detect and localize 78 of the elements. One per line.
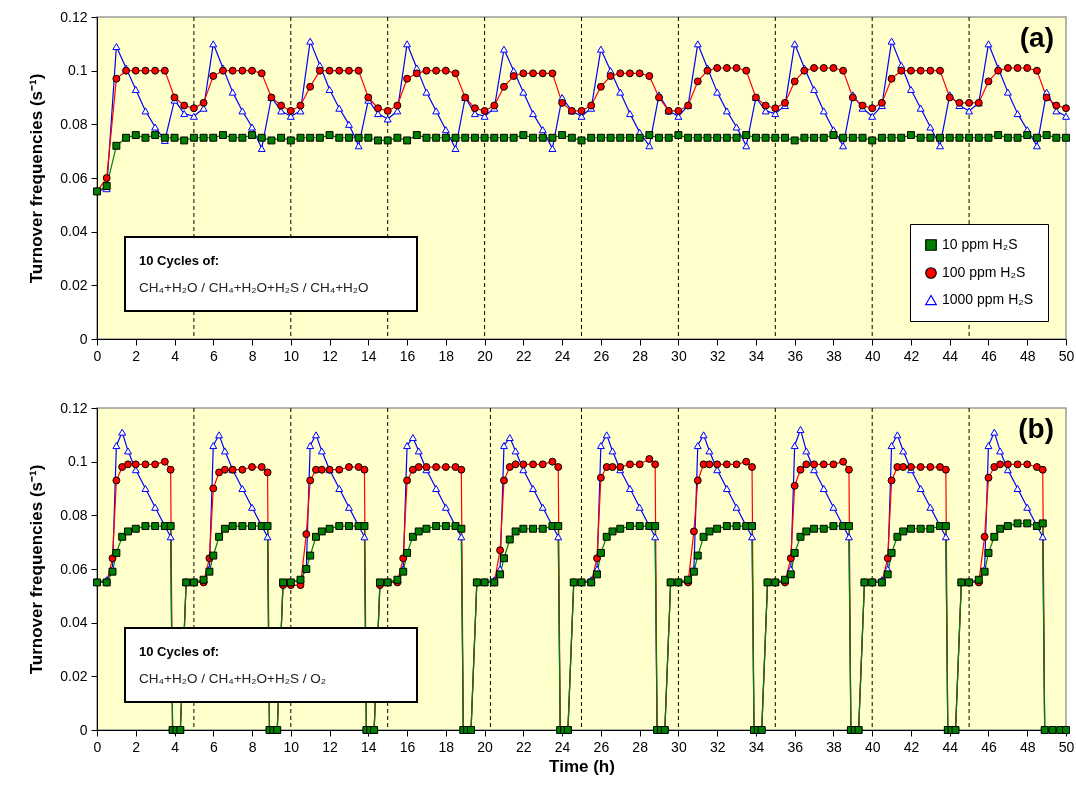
x-tick-label: 6	[209, 738, 218, 755]
y-tick-label: 0.1	[68, 453, 88, 470]
x-tick-label: 6	[209, 347, 218, 364]
x-tick-label: 48	[1019, 738, 1036, 755]
x-tick-label: 0	[93, 347, 102, 364]
x-tick-label: 36	[787, 738, 804, 755]
y-tick-label: 0.06	[60, 169, 88, 186]
x-tick-label: 40	[864, 738, 881, 755]
x-tick-label: 18	[438, 738, 455, 755]
annotation: 10 Cycles of:	[139, 253, 220, 268]
x-tick-label: 32	[709, 738, 726, 755]
x-tick-label: 50	[1058, 347, 1075, 364]
x-tick-label: 28	[632, 347, 649, 364]
y-tick-label: 0	[79, 721, 88, 738]
x-tick-label: 50	[1058, 738, 1075, 755]
x-tick-label: 4	[171, 347, 180, 364]
annotation: CH₄+H₂O / CH₄+H₂O+H₂S / CH₄+H₂O	[139, 280, 369, 295]
x-tick-label: 26	[593, 738, 610, 755]
annotation: (a)	[1019, 22, 1054, 53]
y-tick-label: 0.12	[60, 8, 88, 25]
x-tick-label: 40	[864, 347, 881, 364]
x-tick-label: 32	[709, 347, 726, 364]
x-tick-label: 42	[903, 347, 920, 364]
x-tick-label: 42	[903, 738, 920, 755]
x-tick-label: 24	[554, 738, 571, 755]
x-tick-label: 26	[593, 347, 610, 364]
x-tick-label: 18	[438, 347, 455, 364]
annotation: CH₄+H₂O / CH₄+H₂O+H₂S / O₂	[139, 671, 326, 686]
x-tick-label: 14	[361, 738, 377, 755]
legend-label: 10 ppm H₂S	[942, 236, 1018, 252]
x-tick-label: 12	[322, 738, 339, 755]
legend-label: 100 ppm H₂S	[942, 264, 1026, 280]
x-tick-label: 38	[826, 347, 842, 364]
x-tick-label: 14	[361, 347, 377, 364]
x-tick-label: 24	[554, 347, 571, 364]
x-tick-label: 16	[399, 738, 416, 755]
x-tick-label: 48	[1019, 347, 1036, 364]
y-tick-label: 0.02	[60, 667, 88, 684]
y-tick-label: 0.12	[60, 399, 88, 416]
x-tick-label: 30	[671, 347, 687, 364]
annotation: 10 Cycles of:	[139, 644, 220, 659]
x-tick-label: 30	[671, 738, 687, 755]
x-tick-label: 8	[248, 347, 257, 364]
x-tick-label: 34	[748, 347, 765, 364]
x-tick-label: 16	[399, 347, 416, 364]
y-tick-label: 0.08	[60, 506, 88, 523]
x-tick-label: 38	[826, 738, 842, 755]
x-tick-label: 2	[132, 738, 141, 755]
y-tick-label: 0.1	[68, 62, 88, 79]
x-tick-label: 10	[283, 738, 300, 755]
x-tick-label: 46	[981, 738, 997, 755]
x-tick-label: 12	[322, 347, 339, 364]
x-tick-label: 0	[93, 738, 102, 755]
legend-label: 1000 ppm H₂S	[942, 291, 1034, 307]
y-tick-label: 0.08	[60, 115, 88, 132]
x-tick-label: 8	[248, 738, 257, 755]
x-tick-label: 20	[477, 738, 494, 755]
x-tick-label: 2	[132, 347, 141, 364]
y-axis-title: Turnover frequencies (s⁻¹)	[27, 73, 47, 284]
y-tick-label: 0.06	[60, 560, 88, 577]
x-tick-label: 44	[942, 347, 959, 364]
x-tick-label: 46	[981, 347, 997, 364]
y-tick-label: 0.04	[60, 223, 88, 240]
x-tick-label: 4	[171, 738, 180, 755]
x-axis-title: Time (h)	[549, 756, 615, 776]
annotation: (b)	[1018, 413, 1054, 444]
x-tick-label: 34	[748, 738, 765, 755]
y-tick-label: 0.02	[60, 276, 88, 293]
x-tick-label: 20	[477, 347, 494, 364]
x-tick-label: 22	[516, 738, 532, 755]
y-tick-label: 0	[79, 330, 88, 347]
x-tick-label: 22	[516, 347, 532, 364]
x-tick-label: 44	[942, 738, 959, 755]
y-tick-label: 0.04	[60, 614, 88, 631]
x-tick-label: 10	[283, 347, 300, 364]
y-axis-title: Turnover frequencies (s⁻¹)	[27, 464, 47, 675]
x-tick-label: 36	[787, 347, 804, 364]
x-tick-label: 28	[632, 738, 649, 755]
